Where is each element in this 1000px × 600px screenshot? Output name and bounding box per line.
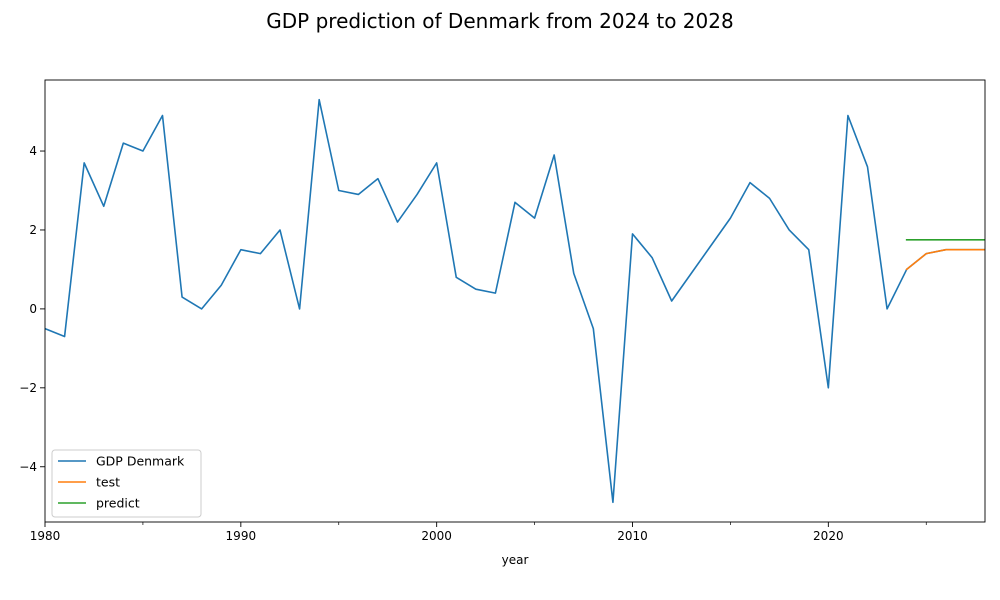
x-tick-label: 2020	[813, 529, 844, 543]
chart-title: GDP prediction of Denmark from 2024 to 2…	[266, 9, 733, 33]
axes-frame	[44, 79, 986, 523]
series-group	[45, 98, 985, 504]
y-tick-label: −2	[19, 381, 37, 395]
y-tick-label: 2	[29, 223, 37, 237]
series-line-gdp-denmark	[45, 98, 985, 504]
legend-box	[51, 449, 202, 518]
legend-label-gdp-denmark: GDP Denmark	[96, 454, 185, 469]
y-tick-label: 0	[29, 302, 37, 316]
legend-label-predict: predict	[96, 496, 140, 511]
x-tick-label: 1990	[226, 529, 257, 543]
legend-label-test: test	[96, 475, 120, 490]
y-tick-label: −4	[19, 460, 37, 474]
legend: GDP Denmark test predict	[51, 449, 202, 518]
series-line-test	[905, 248, 985, 271]
x-tick-label: 1980	[30, 529, 61, 543]
y-tick-label: 4	[29, 144, 37, 158]
plot-area: 1980 1990 2000 2010 2020 −4 −2 0 2 4	[19, 79, 986, 543]
x-tick-label: 2000	[421, 529, 452, 543]
x-tick-label: 2010	[617, 529, 648, 543]
x-axis-label: year	[502, 553, 529, 567]
